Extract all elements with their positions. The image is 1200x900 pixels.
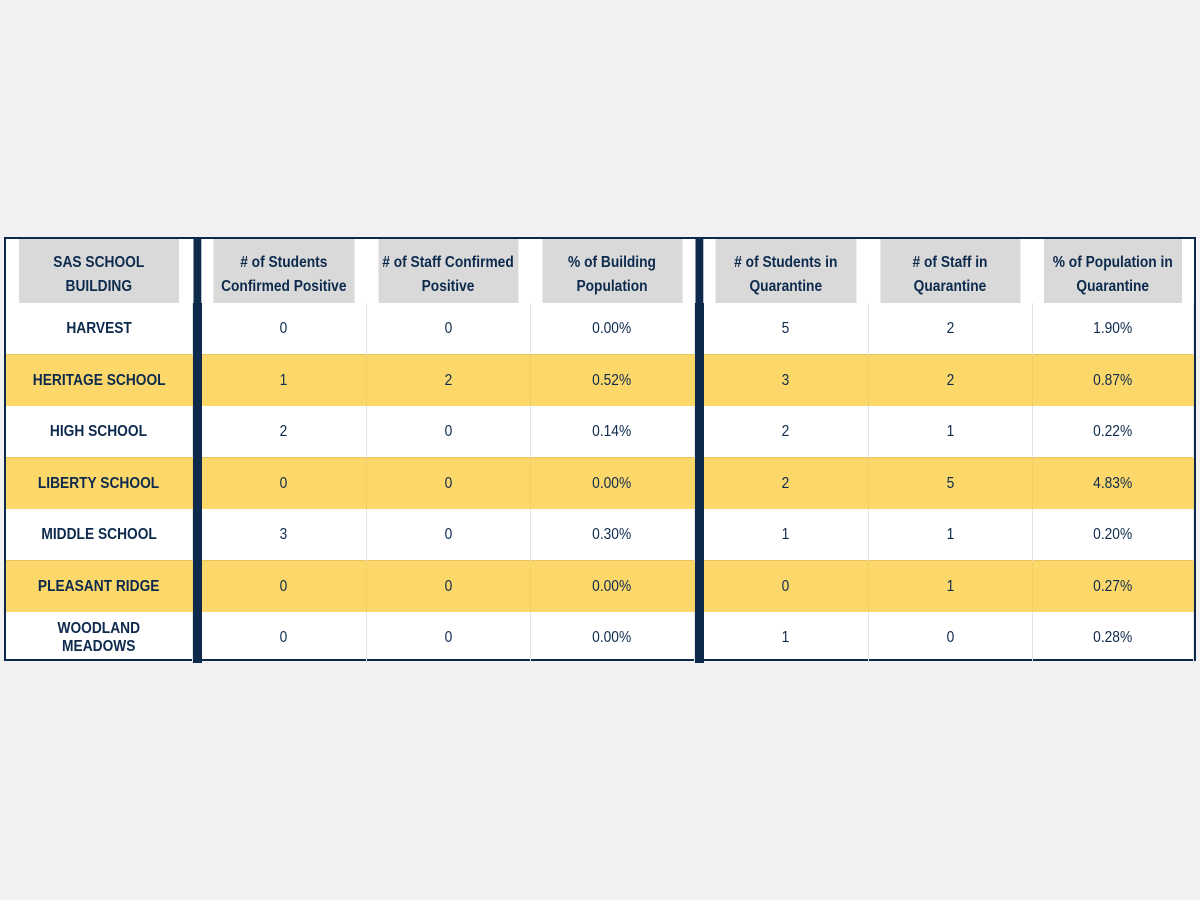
building-name-cell: WOODLAND MEADOWS <box>6 612 193 663</box>
pct-quarantine-cell: 4.83% <box>1032 457 1194 509</box>
column-divider <box>694 406 704 458</box>
students-positive-cell: 3 <box>202 509 367 561</box>
column-divider <box>192 239 202 303</box>
pct-quarantine-cell: 0.22% <box>1032 406 1194 458</box>
students-positive-cell: 0 <box>202 560 367 612</box>
column-divider <box>694 354 704 406</box>
pct-building-cell: 0.14% <box>530 406 695 458</box>
pct-building-cell: 0.00% <box>530 612 695 663</box>
building-name-cell: HERITAGE SCHOOL <box>6 354 193 406</box>
column-divider <box>192 509 202 561</box>
column-divider <box>694 303 704 355</box>
staff-positive-cell: 0 <box>366 560 531 612</box>
students-quarantine-cell: 1 <box>704 612 869 663</box>
header-staff-positive: # of Staff Confirmed Positive <box>377 239 519 303</box>
students-quarantine-cell: 5 <box>704 303 869 355</box>
staff-positive-cell: 0 <box>366 612 531 663</box>
students-positive-cell: 2 <box>202 406 367 458</box>
pct-building-cell: 0.00% <box>530 457 695 509</box>
header-staff-quarantine: # of Staff in Quarantine <box>879 239 1021 303</box>
staff-quarantine-cell: 2 <box>868 303 1033 355</box>
pct-quarantine-cell: 0.27% <box>1032 560 1194 612</box>
students-quarantine-cell: 2 <box>704 406 869 458</box>
staff-positive-cell: 0 <box>366 509 531 561</box>
building-name-cell: MIDDLE SCHOOL <box>6 509 193 561</box>
building-name-cell: HARVEST <box>6 303 193 355</box>
students-quarantine-cell: 1 <box>704 509 869 561</box>
column-divider <box>694 239 704 303</box>
staff-quarantine-cell: 5 <box>868 457 1033 509</box>
table-row: HIGH SCHOOL 2 0 0.14% 2 1 0.22% <box>6 406 1194 458</box>
table-row: LIBERTY SCHOOL 0 0 0.00% 2 5 4.83% <box>6 457 1194 509</box>
staff-quarantine-cell: 1 <box>868 560 1033 612</box>
staff-positive-cell: 0 <box>366 406 531 458</box>
column-divider <box>192 560 202 612</box>
header-students-positive: # of Students Confirmed Positive <box>213 239 355 303</box>
table-row: PLEASANT RIDGE 0 0 0.00% 0 1 0.27% <box>6 560 1194 612</box>
staff-quarantine-cell: 1 <box>868 509 1033 561</box>
header-students-quarantine: # of Students in Quarantine <box>715 239 857 303</box>
pct-quarantine-cell: 0.87% <box>1032 354 1194 406</box>
students-quarantine-cell: 2 <box>704 457 869 509</box>
staff-positive-cell: 2 <box>366 354 531 406</box>
staff-quarantine-cell: 0 <box>868 612 1033 663</box>
students-quarantine-cell: 3 <box>704 354 869 406</box>
table-row: HARVEST 0 0 0.00% 5 2 1.90% <box>6 303 1194 355</box>
students-positive-cell: 0 <box>202 457 367 509</box>
table-row: MIDDLE SCHOOL 3 0 0.30% 1 1 0.20% <box>6 509 1194 561</box>
column-divider <box>192 406 202 458</box>
column-divider <box>192 303 202 355</box>
table-row: HERITAGE SCHOOL 1 2 0.52% 3 2 0.87% <box>6 354 1194 406</box>
students-positive-cell: 1 <box>202 354 367 406</box>
table-row: WOODLAND MEADOWS 0 0 0.00% 1 0 0.28% <box>6 612 1194 663</box>
staff-positive-cell: 0 <box>366 457 531 509</box>
table-body: HARVEST 0 0 0.00% 5 2 1.90% HERITAGE SCHOOL 1 2 0.… <box>6 303 1194 663</box>
header-pct-quarantine: % of Population in Quarantine <box>1043 239 1183 303</box>
covid-status-table: SAS SCHOOL BUILDING # of Students Confir… <box>4 237 1196 663</box>
building-name-cell: HIGH SCHOOL <box>6 406 193 458</box>
building-name-cell: LIBERTY SCHOOL <box>6 457 193 509</box>
pct-building-cell: 0.30% <box>530 509 695 561</box>
column-divider <box>192 612 202 663</box>
column-divider <box>192 457 202 509</box>
column-divider <box>694 509 704 561</box>
pct-building-cell: 0.00% <box>530 303 695 355</box>
column-divider <box>694 457 704 509</box>
header-pct-building: % of Building Population <box>541 239 683 303</box>
column-divider <box>694 612 704 663</box>
staff-quarantine-cell: 1 <box>868 406 1033 458</box>
pct-building-cell: 0.52% <box>530 354 695 406</box>
pct-quarantine-cell: 0.20% <box>1032 509 1194 561</box>
column-divider <box>694 560 704 612</box>
header-building: SAS SCHOOL BUILDING <box>19 239 180 303</box>
header-row: SAS SCHOOL BUILDING # of Students Confir… <box>6 239 1194 303</box>
staff-positive-cell: 0 <box>366 303 531 355</box>
students-positive-cell: 0 <box>202 612 367 663</box>
students-quarantine-cell: 0 <box>704 560 869 612</box>
students-positive-cell: 0 <box>202 303 367 355</box>
building-name-cell: PLEASANT RIDGE <box>6 560 193 612</box>
staff-quarantine-cell: 2 <box>868 354 1033 406</box>
column-divider <box>192 354 202 406</box>
pct-building-cell: 0.00% <box>530 560 695 612</box>
pct-quarantine-cell: 1.90% <box>1032 303 1194 355</box>
data-table: SAS SCHOOL BUILDING # of Students Confir… <box>6 239 1194 663</box>
pct-quarantine-cell: 0.28% <box>1032 612 1194 663</box>
